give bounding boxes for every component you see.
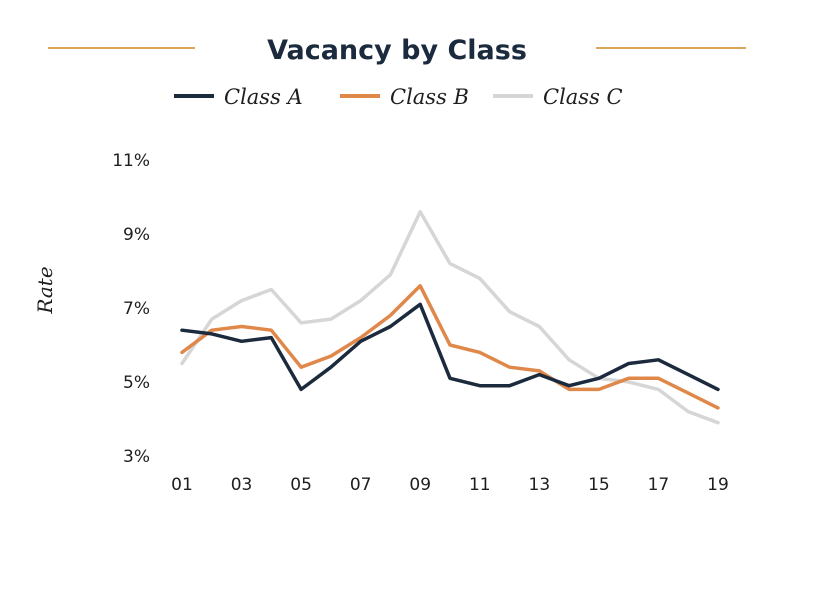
series-line-class-c bbox=[180, 210, 720, 425]
chart-title: Vacancy by Class bbox=[267, 35, 527, 66]
x-tick-label: 13 bbox=[529, 475, 551, 495]
x-tick-label: 03 bbox=[231, 475, 253, 495]
series-line-class-a bbox=[180, 302, 720, 392]
x-tick-label: 05 bbox=[290, 475, 312, 495]
x-tick-label: 01 bbox=[171, 475, 193, 495]
legend-label-class-b: Class B bbox=[390, 85, 469, 109]
x-tick-label: 11 bbox=[469, 475, 491, 495]
x-axis: 01 03 05 07 09 11 13 15 17 19 bbox=[171, 475, 729, 495]
legend-label-class-c: Class C bbox=[543, 85, 623, 109]
y-axis-label: Rate bbox=[33, 266, 57, 314]
y-tick-label: 5% bbox=[123, 373, 150, 393]
x-tick-label: 09 bbox=[409, 475, 431, 495]
x-tick-label: 07 bbox=[350, 475, 372, 495]
y-tick-label: 3% bbox=[123, 447, 150, 467]
legend: Class A Class B Class C bbox=[174, 85, 623, 109]
x-tick-label: 15 bbox=[588, 475, 610, 495]
y-tick-label: 9% bbox=[123, 225, 150, 245]
x-tick-label: 17 bbox=[648, 475, 670, 495]
legend-label-class-a: Class A bbox=[224, 85, 303, 109]
y-tick-label: 11% bbox=[112, 151, 150, 171]
series-group bbox=[180, 210, 720, 425]
x-tick-label: 19 bbox=[707, 475, 729, 495]
y-tick-label: 7% bbox=[123, 299, 150, 319]
series-line-class-b bbox=[180, 284, 720, 410]
y-axis: 3% 5% 7% 9% 11% bbox=[112, 151, 150, 467]
